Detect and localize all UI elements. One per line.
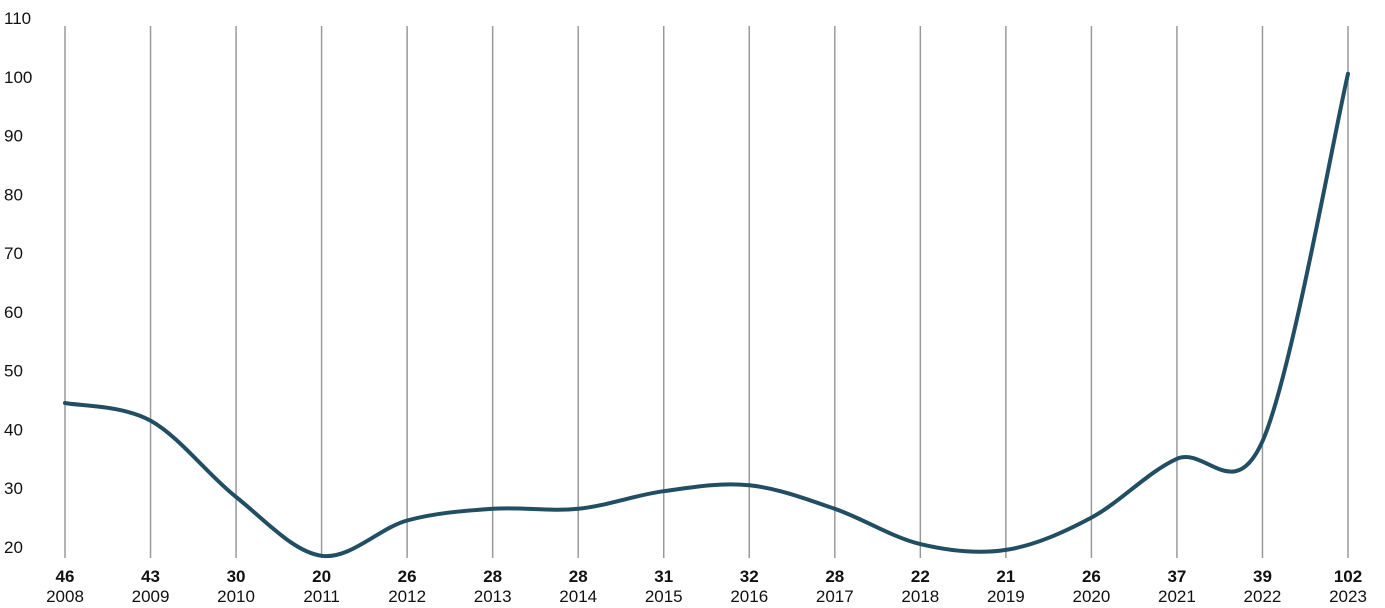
y-tick-label: 50 [4,362,23,381]
value-label: 39 [1253,567,1272,586]
y-tick-label: 100 [4,68,32,87]
y-tick-label: 60 [4,303,23,322]
x-tick-label: 2012 [388,587,426,606]
y-tick-label: 90 [4,127,23,146]
x-axis-labels: 4620084320093020102020112620122820132820… [46,567,1367,606]
value-label: 28 [569,567,588,586]
x-tick-label: 2011 [303,587,340,606]
value-label: 32 [740,567,759,586]
value-label: 21 [996,567,1015,586]
series-group [63,71,1350,559]
value-label: 43 [141,567,160,586]
value-label: 28 [483,567,502,586]
x-tick-label: 2014 [559,587,597,606]
value-label: 20 [312,567,331,586]
y-tick-label: 30 [4,479,23,498]
value-label: 22 [911,567,930,586]
y-axis-ticks: 20 30 40 50 60 70 80 90 100 110 [4,9,32,557]
x-tick-label: 2020 [1072,587,1110,606]
x-tick-label: 2008 [46,587,84,606]
value-label: 102 [1334,567,1362,586]
x-tick-label: 2023 [1329,587,1367,606]
x-tick-label: 2017 [816,587,854,606]
value-label: 28 [825,567,844,586]
value-label: 26 [1082,567,1101,586]
value-label: 26 [398,567,417,586]
y-tick-label: 70 [4,244,23,263]
x-tick-label: 2018 [901,587,939,606]
x-tick-label: 2016 [730,587,768,606]
value-label: 30 [227,567,246,586]
value-label: 37 [1167,567,1186,586]
y-tick-label: 40 [4,420,23,439]
value-label: 46 [56,567,75,586]
y-tick-label: 20 [4,538,23,557]
x-tick-label: 2009 [132,587,170,606]
value-label: 31 [654,567,673,586]
series-line [63,71,1350,559]
x-tick-label: 2019 [987,587,1025,606]
y-tick-label: 80 [4,185,23,204]
x-tick-label: 2013 [474,587,512,606]
x-tick-label: 2015 [645,587,683,606]
x-tick-label: 2021 [1158,587,1196,606]
x-tick-label: 2022 [1244,587,1282,606]
x-tick-label: 2010 [217,587,255,606]
y-tick-label: 110 [4,9,31,28]
vertical-gridlines [64,26,1349,558]
